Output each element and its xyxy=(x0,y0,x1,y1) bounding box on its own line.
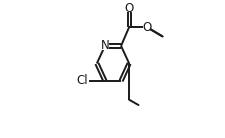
FancyBboxPatch shape xyxy=(100,42,108,50)
Text: N: N xyxy=(100,39,109,52)
Text: Cl: Cl xyxy=(76,74,88,87)
FancyBboxPatch shape xyxy=(75,77,88,85)
Text: O: O xyxy=(141,21,151,34)
Text: O: O xyxy=(124,2,133,15)
FancyBboxPatch shape xyxy=(125,5,132,12)
FancyBboxPatch shape xyxy=(142,23,150,31)
